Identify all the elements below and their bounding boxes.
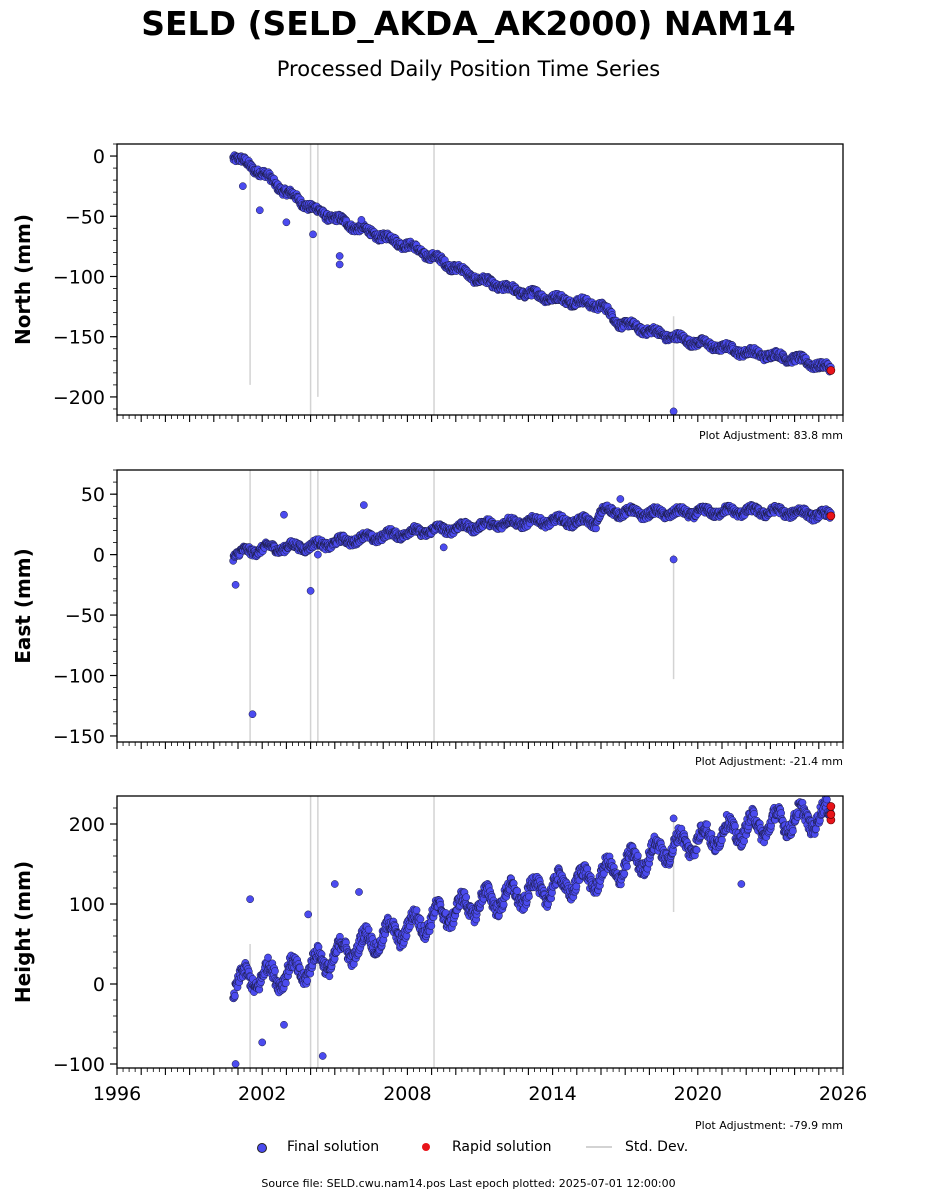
north-final-point xyxy=(335,252,344,260)
east-final-point xyxy=(280,510,288,519)
height-final-point xyxy=(669,814,678,823)
height-final-point xyxy=(703,820,711,829)
north-ytick-label: −100 xyxy=(53,266,105,288)
height-final-point xyxy=(364,925,373,934)
height-ytick-label: 0 xyxy=(93,974,105,996)
height-final-point xyxy=(264,953,272,962)
legend-final-label: Final solution xyxy=(287,1139,380,1155)
north-ytick-label: −150 xyxy=(53,327,105,349)
north-plot-adjustment: Plot Adjustment: 83.8 mm xyxy=(698,429,843,442)
height-xtick-label: 2020 xyxy=(674,1083,722,1105)
height-final-point xyxy=(330,880,339,888)
height-final-point xyxy=(280,1020,288,1029)
height-xtick-label: 2014 xyxy=(528,1083,576,1105)
east-final-point xyxy=(669,555,678,564)
east-panel: 50 0 −50 −100 −150 East (mm) xyxy=(11,469,844,749)
east-final-point xyxy=(592,524,600,533)
height-rapid-point xyxy=(826,802,836,811)
height-final-point xyxy=(303,976,312,985)
east-final-point xyxy=(439,543,448,552)
height-final-point xyxy=(325,972,334,981)
height-final-point xyxy=(246,895,254,904)
east-ytick-label: 50 xyxy=(81,484,105,506)
height-final-point xyxy=(750,810,758,818)
height-ylabel: Height (mm) xyxy=(11,861,35,1003)
height-final-point xyxy=(789,827,797,835)
height-final-point xyxy=(525,892,533,901)
height-final-point xyxy=(427,922,436,930)
north-final-point xyxy=(357,216,366,224)
east-final-point xyxy=(359,501,368,509)
std-dev-line-icon xyxy=(586,1146,612,1148)
height-final-point xyxy=(282,979,290,987)
height-plot-adjustment: Plot Adjustment: -79.9 mm xyxy=(695,1119,843,1132)
height-final-point xyxy=(823,796,831,804)
height-ytick-label: −100 xyxy=(53,1054,105,1076)
north-ylabel: North (mm) xyxy=(11,214,35,345)
height-final-point xyxy=(318,1052,327,1060)
north-plot-area xyxy=(229,144,836,415)
final-solution-marker-icon xyxy=(257,1143,267,1153)
east-final-point xyxy=(616,495,625,503)
height-xtick-label: 2008 xyxy=(383,1083,431,1105)
north-final-point xyxy=(335,260,344,269)
height-xtick-label: 1996 xyxy=(93,1083,141,1105)
legend-stddev-label: Std. Dev. xyxy=(625,1139,689,1155)
east-final-point xyxy=(314,550,322,559)
height-ytick-label: 200 xyxy=(69,814,105,836)
height-final-point xyxy=(462,893,471,902)
height-xtick-label: 2002 xyxy=(238,1083,286,1105)
east-ytick-label: −50 xyxy=(65,605,105,627)
east-final-point xyxy=(248,710,257,719)
north-ytick-label: −200 xyxy=(53,387,105,409)
north-final-point xyxy=(309,230,317,239)
north-rapid-point xyxy=(826,366,836,375)
north-final-point xyxy=(669,407,678,415)
east-final-point xyxy=(231,580,240,589)
north-ytick-label: 0 xyxy=(93,146,105,168)
height-final-point xyxy=(731,822,739,830)
east-rapid-point xyxy=(826,511,836,521)
height-final-point xyxy=(231,992,239,1000)
legend-rapid-label: Rapid solution xyxy=(452,1139,552,1155)
height-final-point xyxy=(412,906,421,915)
height-final-point xyxy=(258,1038,267,1047)
height-final-point xyxy=(304,910,313,919)
height-final-point xyxy=(633,851,642,860)
height-final-point xyxy=(692,846,701,854)
height-panel: 200 100 0 −100 1996 2002 2008 2014 2020 2026 Heigh… xyxy=(11,795,867,1105)
height-final-point xyxy=(623,862,631,871)
east-ylabel: East (mm) xyxy=(11,548,35,664)
north-panel: 0 −50 −100 −150 −200 North (mm) xyxy=(11,143,844,422)
height-final-point xyxy=(737,880,746,888)
east-plot-adjustment: Plot Adjustment: -21.4 mm xyxy=(695,755,843,768)
height-rapid-point xyxy=(826,810,836,819)
chart-subtitle: Processed Daily Position Time Series xyxy=(276,57,661,81)
height-final-point xyxy=(271,967,279,975)
north-ytick-label: −50 xyxy=(65,206,105,228)
east-ytick-label: −150 xyxy=(53,726,105,748)
height-xtick-label: 2026 xyxy=(819,1083,867,1105)
chart-title: SELD (SELD_AKDA_AK2000) NAM14 xyxy=(141,4,796,43)
east-plot-area xyxy=(229,470,836,742)
east-ytick-label: −100 xyxy=(53,666,105,688)
east-final-point xyxy=(306,587,315,595)
height-final-point xyxy=(416,915,425,923)
source-footer: Source file: SELD.cwu.nam14.pos Last epo… xyxy=(261,1177,676,1190)
height-final-point xyxy=(620,869,629,878)
rapid-solution-marker-icon xyxy=(422,1143,430,1151)
height-plot-area xyxy=(229,796,836,1068)
height-ytick-label: 100 xyxy=(69,894,105,916)
height-final-point xyxy=(718,836,726,844)
east-ytick-label: 0 xyxy=(93,545,105,567)
north-final-point xyxy=(255,206,264,215)
height-final-point xyxy=(499,900,508,909)
legend: Final solution Rapid solution Std. Dev. xyxy=(0,1137,937,1159)
height-final-point xyxy=(231,1060,240,1068)
height-final-point xyxy=(513,886,522,895)
north-final-point xyxy=(238,182,247,191)
north-final-point xyxy=(282,218,291,227)
height-final-point xyxy=(355,888,363,896)
